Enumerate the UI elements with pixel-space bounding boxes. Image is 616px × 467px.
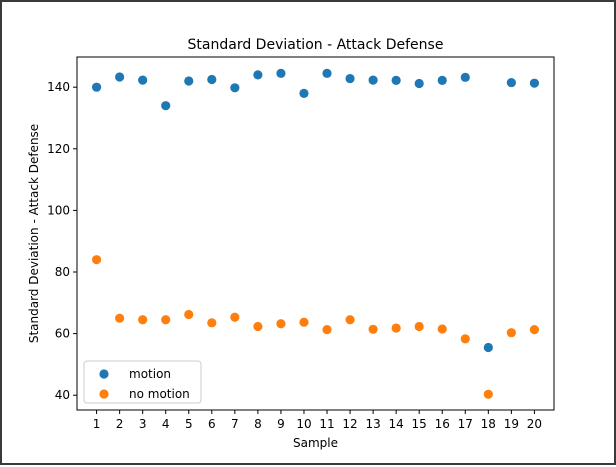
- point-motion: [230, 83, 240, 93]
- point-no-motion: [529, 325, 540, 335]
- y-tick-label: 80: [55, 265, 70, 279]
- point-motion: [207, 74, 217, 85]
- point-motion: [115, 72, 125, 82]
- y-tick-label: 140: [47, 80, 70, 94]
- x-tick-label: 1: [93, 417, 101, 431]
- point-motion: [184, 76, 194, 86]
- x-tick-label: 3: [139, 417, 147, 431]
- point-motion: [437, 75, 447, 86]
- point-no-motion: [368, 324, 378, 334]
- point-motion: [161, 101, 171, 111]
- y-tick-label: 40: [55, 388, 70, 402]
- point-no-motion: [299, 317, 309, 327]
- x-tick-label: 9: [277, 417, 285, 431]
- point-motion: [345, 73, 355, 84]
- x-tick-label: 7: [231, 417, 239, 431]
- point-no-motion: [345, 315, 355, 325]
- x-tick-label: 14: [389, 417, 404, 431]
- points-layer: [91, 68, 540, 399]
- x-tick-label: 11: [319, 417, 334, 431]
- point-no-motion: [138, 315, 148, 325]
- x-tick-label: 4: [162, 417, 170, 431]
- point-motion: [391, 75, 401, 86]
- point-no-motion: [161, 315, 171, 325]
- point-motion: [506, 77, 516, 88]
- x-tick-label: 18: [481, 417, 496, 431]
- point-no-motion: [460, 334, 470, 344]
- point-no-motion: [184, 309, 194, 320]
- legend-marker-no-motion: [99, 389, 109, 399]
- chart-title: Standard Deviation - Attack Defense: [188, 37, 444, 53]
- x-tick-label: 15: [412, 417, 427, 431]
- point-no-motion: [230, 312, 240, 322]
- point-motion: [138, 75, 148, 85]
- point-no-motion: [276, 319, 286, 329]
- point-motion: [299, 88, 309, 98]
- x-tick-label: 10: [296, 417, 311, 431]
- point-motion: [460, 72, 470, 82]
- point-motion: [276, 68, 286, 78]
- point-no-motion: [437, 324, 447, 334]
- point-motion: [322, 68, 332, 78]
- x-tick-label: 8: [254, 417, 262, 431]
- y-axis-label: Standard Deviation - Attack Defense: [27, 124, 41, 343]
- x-tick-label: 17: [458, 417, 473, 431]
- point-motion: [253, 70, 263, 80]
- x-tick-label: 20: [527, 417, 542, 431]
- legend-box: [83, 360, 202, 404]
- legend-label-motion: motion: [129, 367, 171, 381]
- point-motion: [368, 75, 378, 85]
- x-tick-label: 6: [208, 417, 216, 431]
- point-no-motion: [414, 321, 424, 332]
- point-no-motion: [506, 328, 516, 338]
- point-motion: [91, 82, 102, 92]
- x-tick-label: 16: [435, 417, 450, 431]
- y-tick-label: 100: [47, 203, 70, 217]
- y-tick-label: 120: [47, 142, 70, 156]
- point-no-motion: [91, 255, 102, 265]
- point-no-motion: [115, 313, 125, 323]
- point-no-motion: [253, 321, 263, 332]
- legend: motion no motion: [83, 360, 202, 404]
- legend-label-no-motion: no motion: [129, 387, 190, 401]
- x-tick-label: 19: [504, 417, 519, 431]
- x-axis-label: Sample: [293, 436, 338, 450]
- legend-marker-motion: [99, 369, 109, 379]
- point-motion: [483, 342, 493, 353]
- point-motion: [529, 78, 540, 88]
- x-tick-label: 13: [365, 417, 380, 431]
- point-motion: [414, 78, 424, 89]
- y-tick-label: 60: [55, 327, 70, 341]
- x-tick-label: 2: [116, 417, 124, 431]
- plot-area: [76, 56, 555, 411]
- x-tick-label: 12: [342, 417, 357, 431]
- point-no-motion: [207, 318, 217, 328]
- x-tick-label: 5: [185, 417, 193, 431]
- ticks-layer: 1 2 3 4 5 6 7 8 9 10 11 12 13 14 15 16 17 18 19 20406080100…: [47, 80, 542, 431]
- point-no-motion: [322, 325, 332, 335]
- point-no-motion: [483, 389, 493, 399]
- point-no-motion: [391, 323, 401, 333]
